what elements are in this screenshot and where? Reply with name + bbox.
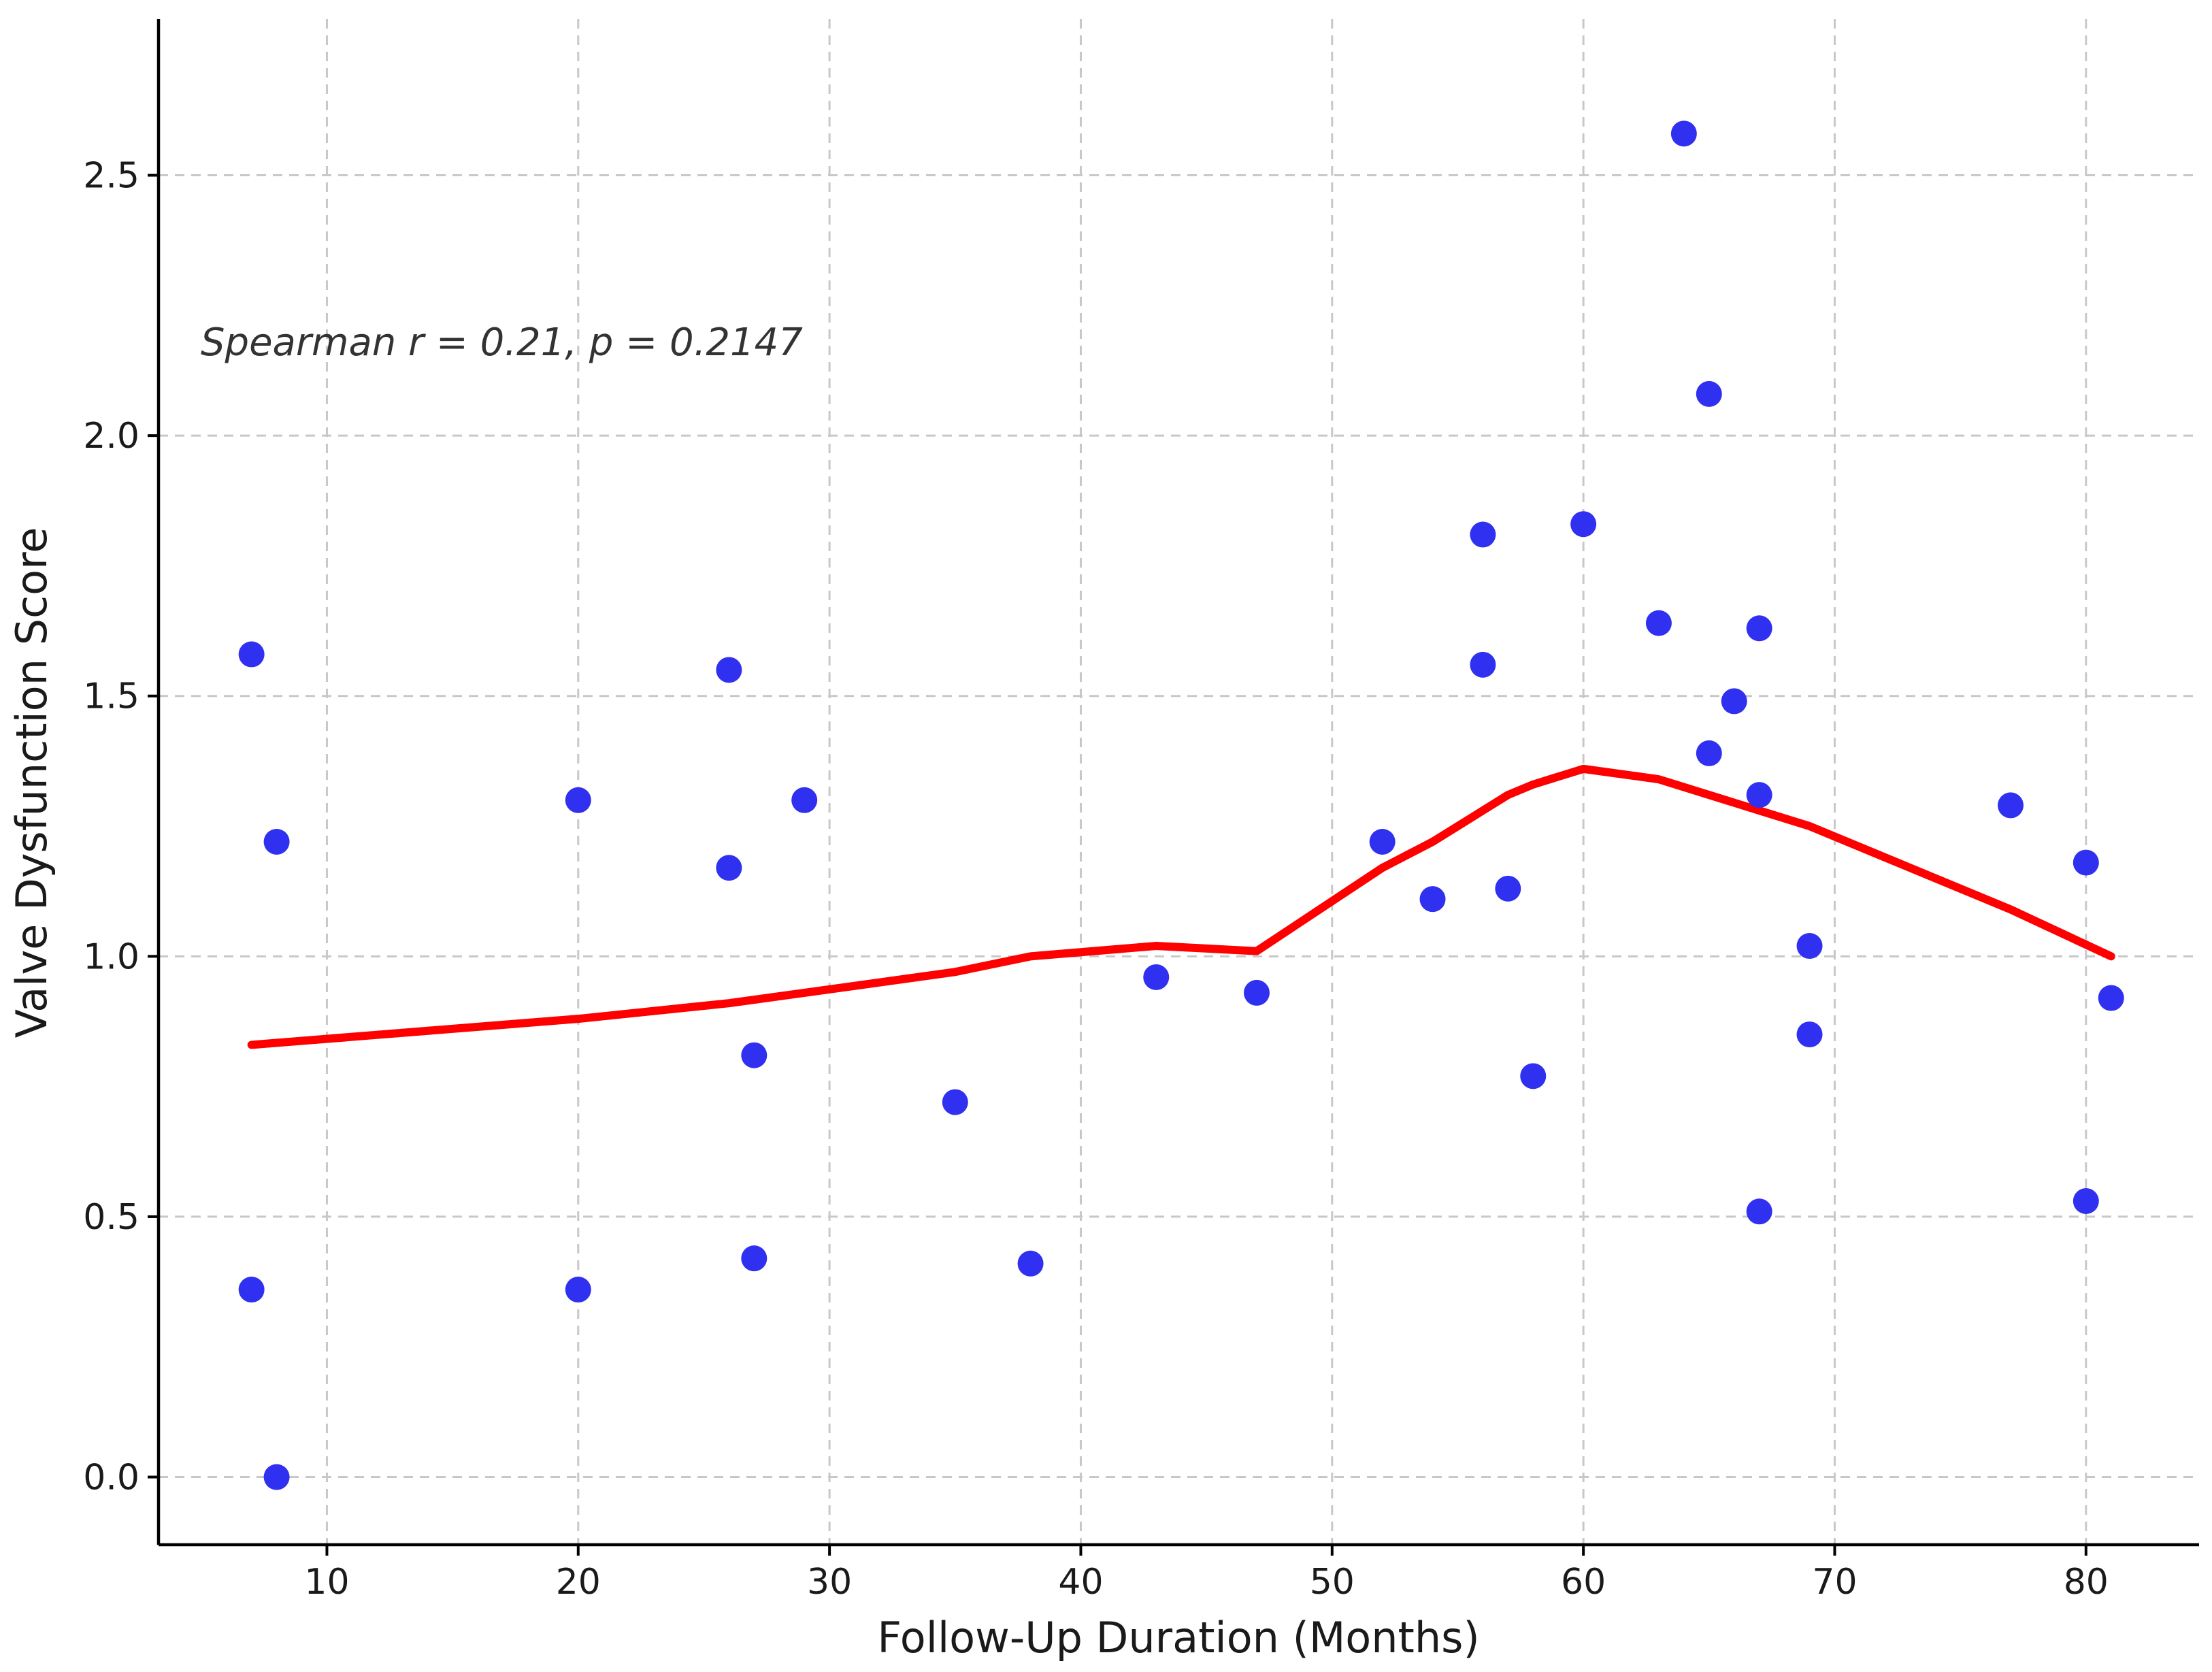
data-point bbox=[1746, 1198, 1772, 1225]
y-tick-label: 1.0 bbox=[83, 936, 139, 977]
data-point bbox=[565, 787, 591, 813]
x-tick-label: 60 bbox=[1561, 1562, 1606, 1603]
data-point bbox=[1746, 615, 1772, 642]
data-point bbox=[1017, 1250, 1044, 1277]
data-point bbox=[1570, 511, 1597, 538]
data-point bbox=[1670, 120, 1697, 147]
y-tick-label: 0.5 bbox=[83, 1197, 139, 1238]
grid-lines bbox=[159, 19, 2199, 1545]
trend-line bbox=[247, 764, 2115, 1049]
data-point bbox=[1645, 610, 1672, 636]
x-tick-label: 70 bbox=[1812, 1562, 1857, 1603]
data-point bbox=[1696, 740, 1722, 766]
x-tick-label: 80 bbox=[2064, 1562, 2109, 1603]
y-axis-title: Valve Dysfunction Score bbox=[7, 527, 56, 1038]
data-point bbox=[1997, 792, 2024, 819]
data-point bbox=[1243, 979, 1270, 1006]
x-axis-title: Follow-Up Duration (Months) bbox=[877, 1613, 1479, 1662]
data-point bbox=[1746, 782, 1772, 808]
x-tick-label: 30 bbox=[807, 1562, 852, 1603]
axes bbox=[156, 19, 2199, 1547]
data-point bbox=[716, 657, 742, 683]
y-tick-label: 1.5 bbox=[83, 676, 139, 717]
y-tick-label: 2.0 bbox=[83, 416, 139, 457]
ticks: 10 20 30 40 50 60 70 80 0.0 0.5 1.0 1.5 2.0 2.5 bbox=[83, 156, 2109, 1603]
x-tick-label: 50 bbox=[1310, 1562, 1355, 1603]
data-point bbox=[1470, 521, 1496, 548]
y-tick-label: 2.5 bbox=[83, 156, 139, 197]
data-point bbox=[1369, 828, 1396, 855]
data-point bbox=[1796, 933, 1823, 960]
data-point bbox=[1796, 1021, 1823, 1048]
x-tick-label: 40 bbox=[1058, 1562, 1103, 1603]
data-points bbox=[238, 120, 2124, 1490]
data-point bbox=[791, 787, 818, 813]
data-point bbox=[1520, 1063, 1547, 1089]
data-point bbox=[942, 1089, 968, 1115]
data-point bbox=[2073, 1187, 2099, 1214]
data-point bbox=[2073, 849, 2099, 876]
x-tick-label: 20 bbox=[556, 1562, 601, 1603]
data-point bbox=[1470, 651, 1496, 678]
correlation-annotation: Spearman r = 0.21, p = 0.2147 bbox=[201, 321, 803, 365]
data-point bbox=[1721, 688, 1747, 715]
y-tick-label: 0.0 bbox=[83, 1458, 139, 1498]
data-point bbox=[2098, 985, 2124, 1011]
data-point bbox=[238, 641, 265, 668]
data-point bbox=[1495, 875, 1521, 902]
data-point bbox=[238, 1277, 265, 1303]
data-point bbox=[741, 1245, 767, 1272]
data-point bbox=[716, 855, 742, 881]
data-point bbox=[1696, 380, 1722, 407]
data-point bbox=[263, 1464, 290, 1490]
data-point bbox=[263, 828, 290, 855]
data-point bbox=[565, 1277, 591, 1303]
data-point bbox=[741, 1042, 767, 1068]
x-tick-label: 10 bbox=[304, 1562, 349, 1603]
data-point bbox=[1419, 886, 1446, 913]
data-point bbox=[1143, 964, 1170, 990]
